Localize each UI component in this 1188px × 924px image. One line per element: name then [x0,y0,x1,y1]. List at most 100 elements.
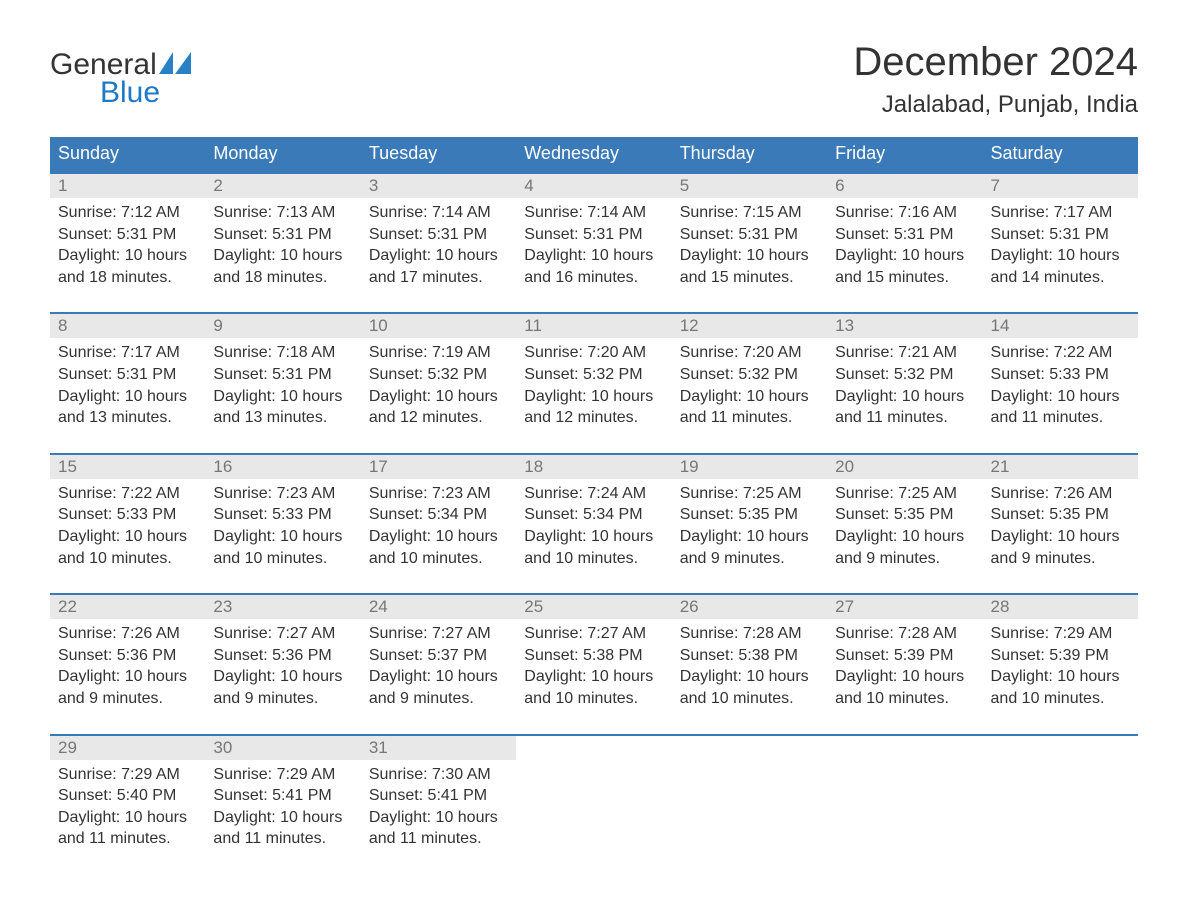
day-sunset: Sunset: 5:31 PM [680,224,819,246]
day-sunrise: Sunrise: 7:21 AM [835,342,974,364]
day-daylight1: Daylight: 10 hours [524,386,663,408]
weekday-header: Saturday [983,137,1138,173]
day-daylight2: and 11 minutes. [835,407,974,429]
day-daylight1: Daylight: 10 hours [369,245,508,267]
day-sunset: Sunset: 5:33 PM [991,364,1130,386]
day-daylight2: and 9 minutes. [835,548,974,570]
day-details: Sunrise: 7:15 AMSunset: 5:31 PMDaylight:… [672,198,827,312]
day-details: Sunrise: 7:25 AMSunset: 5:35 PMDaylight:… [672,479,827,593]
day-number: 21 [983,455,1138,479]
day-daylight1: Daylight: 10 hours [680,245,819,267]
calendar-day-cell: 28Sunrise: 7:29 AMSunset: 5:39 PMDayligh… [983,594,1138,734]
day-daylight2: and 13 minutes. [213,407,352,429]
day-daylight1: Daylight: 10 hours [991,386,1130,408]
day-sunrise: Sunrise: 7:14 AM [369,202,508,224]
day-number: 14 [983,314,1138,338]
day-details: Sunrise: 7:20 AMSunset: 5:32 PMDaylight:… [516,338,671,452]
day-number: 22 [50,595,205,619]
calendar-day-cell: 24Sunrise: 7:27 AMSunset: 5:37 PMDayligh… [361,594,516,734]
day-daylight1: Daylight: 10 hours [991,666,1130,688]
day-number: 28 [983,595,1138,619]
day-number: 6 [827,174,982,198]
day-daylight2: and 10 minutes. [213,548,352,570]
day-daylight1: Daylight: 10 hours [369,386,508,408]
day-daylight1: Daylight: 10 hours [835,526,974,548]
logo-text-blue: Blue [100,76,160,110]
day-number: 18 [516,455,671,479]
calendar-day-cell: 8Sunrise: 7:17 AMSunset: 5:31 PMDaylight… [50,313,205,453]
day-sunrise: Sunrise: 7:23 AM [369,483,508,505]
day-sunset: Sunset: 5:34 PM [524,504,663,526]
day-daylight2: and 10 minutes. [524,688,663,710]
month-title: December 2024 [853,40,1138,85]
day-sunrise: Sunrise: 7:23 AM [213,483,352,505]
day-number: 19 [672,455,827,479]
day-details: Sunrise: 7:16 AMSunset: 5:31 PMDaylight:… [827,198,982,312]
day-number: 24 [361,595,516,619]
day-sunrise: Sunrise: 7:24 AM [524,483,663,505]
day-number: 13 [827,314,982,338]
calendar-day-cell: 19Sunrise: 7:25 AMSunset: 5:35 PMDayligh… [672,454,827,594]
weekday-header: Wednesday [516,137,671,173]
day-daylight1: Daylight: 10 hours [680,526,819,548]
day-details: Sunrise: 7:29 AMSunset: 5:40 PMDaylight:… [50,760,205,874]
day-number: 15 [50,455,205,479]
calendar-week-row: 29Sunrise: 7:29 AMSunset: 5:40 PMDayligh… [50,735,1138,874]
day-sunrise: Sunrise: 7:17 AM [991,202,1130,224]
day-daylight2: and 10 minutes. [835,688,974,710]
day-daylight1: Daylight: 10 hours [58,666,197,688]
calendar-day-cell: 12Sunrise: 7:20 AMSunset: 5:32 PMDayligh… [672,313,827,453]
day-sunset: Sunset: 5:40 PM [58,785,197,807]
day-daylight2: and 11 minutes. [213,828,352,850]
calendar-day-cell: 22Sunrise: 7:26 AMSunset: 5:36 PMDayligh… [50,594,205,734]
day-sunrise: Sunrise: 7:22 AM [991,342,1130,364]
day-details: Sunrise: 7:22 AMSunset: 5:33 PMDaylight:… [983,338,1138,452]
calendar-day-cell: 27Sunrise: 7:28 AMSunset: 5:39 PMDayligh… [827,594,982,734]
day-sunset: Sunset: 5:33 PM [213,504,352,526]
day-sunset: Sunset: 5:31 PM [58,224,197,246]
calendar-day-cell: 14Sunrise: 7:22 AMSunset: 5:33 PMDayligh… [983,313,1138,453]
sail-icon [159,52,203,79]
day-daylight2: and 9 minutes. [369,688,508,710]
calendar-week-row: 1Sunrise: 7:12 AMSunset: 5:31 PMDaylight… [50,173,1138,313]
day-details: Sunrise: 7:27 AMSunset: 5:36 PMDaylight:… [205,619,360,733]
calendar-day-cell: . [827,735,982,874]
day-sunrise: Sunrise: 7:25 AM [680,483,819,505]
day-sunset: Sunset: 5:32 PM [369,364,508,386]
calendar-day-cell: 4Sunrise: 7:14 AMSunset: 5:31 PMDaylight… [516,173,671,313]
day-daylight2: and 9 minutes. [991,548,1130,570]
day-sunrise: Sunrise: 7:13 AM [213,202,352,224]
day-daylight2: and 11 minutes. [369,828,508,850]
day-daylight2: and 13 minutes. [58,407,197,429]
day-number: 10 [361,314,516,338]
day-daylight2: and 15 minutes. [835,267,974,289]
calendar-page: General Blue December 2024 Jalalabad, Pu… [0,0,1188,924]
day-daylight2: and 10 minutes. [369,548,508,570]
day-sunset: Sunset: 5:35 PM [680,504,819,526]
day-sunrise: Sunrise: 7:27 AM [369,623,508,645]
calendar-day-cell: 20Sunrise: 7:25 AMSunset: 5:35 PMDayligh… [827,454,982,594]
day-sunrise: Sunrise: 7:22 AM [58,483,197,505]
day-daylight1: Daylight: 10 hours [58,807,197,829]
calendar-day-cell: 17Sunrise: 7:23 AMSunset: 5:34 PMDayligh… [361,454,516,594]
day-sunrise: Sunrise: 7:28 AM [680,623,819,645]
day-sunrise: Sunrise: 7:18 AM [213,342,352,364]
day-sunset: Sunset: 5:38 PM [680,645,819,667]
day-number: 26 [672,595,827,619]
day-sunrise: Sunrise: 7:29 AM [213,764,352,786]
day-details: Sunrise: 7:20 AMSunset: 5:32 PMDaylight:… [672,338,827,452]
day-number: 7 [983,174,1138,198]
day-sunrise: Sunrise: 7:27 AM [524,623,663,645]
day-daylight1: Daylight: 10 hours [835,386,974,408]
day-daylight2: and 11 minutes. [58,828,197,850]
calendar-day-cell: 13Sunrise: 7:21 AMSunset: 5:32 PMDayligh… [827,313,982,453]
day-daylight2: and 17 minutes. [369,267,508,289]
calendar-day-cell: 10Sunrise: 7:19 AMSunset: 5:32 PMDayligh… [361,313,516,453]
calendar-table: Sunday Monday Tuesday Wednesday Thursday… [50,137,1138,874]
weekday-header: Thursday [672,137,827,173]
day-details: Sunrise: 7:18 AMSunset: 5:31 PMDaylight:… [205,338,360,452]
day-sunset: Sunset: 5:35 PM [991,504,1130,526]
day-daylight1: Daylight: 10 hours [58,386,197,408]
calendar-week-row: 22Sunrise: 7:26 AMSunset: 5:36 PMDayligh… [50,594,1138,734]
calendar-day-cell: 31Sunrise: 7:30 AMSunset: 5:41 PMDayligh… [361,735,516,874]
